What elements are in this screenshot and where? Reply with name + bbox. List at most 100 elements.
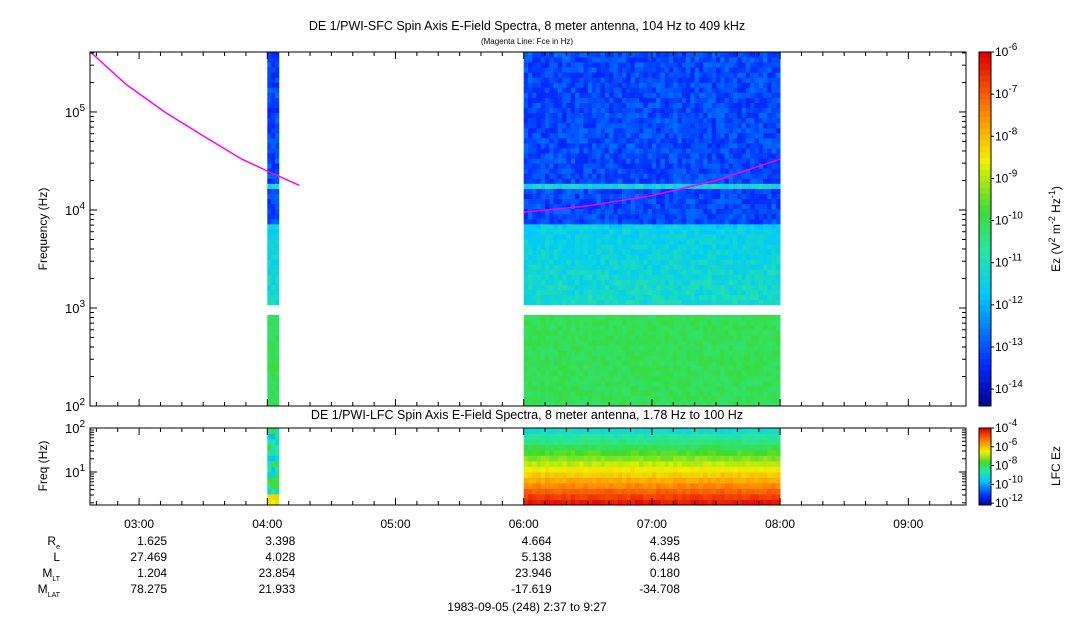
lfc-spectrum-cell xyxy=(583,483,589,489)
sfc-spectrum-cell xyxy=(271,249,276,255)
lfc-spectrum-cell xyxy=(267,477,272,484)
sfc-spectrum-cell xyxy=(532,400,537,407)
lfc-spectrum-cell xyxy=(540,433,546,440)
sfc-spectrum-cell xyxy=(750,360,755,366)
sfc-spectrum-cell xyxy=(271,375,276,382)
lfc-spectrum-cell xyxy=(549,488,555,495)
sfc-spectrum-cell xyxy=(694,229,700,235)
sfc-spectrum-cell xyxy=(630,350,636,356)
sfc-spectrum-cell xyxy=(532,325,537,331)
sfc-spectrum-cell xyxy=(536,163,542,169)
sfc-spectrum-cell xyxy=(677,223,683,230)
sfc-spectrum-cell xyxy=(579,264,584,270)
lfc-spectrum-cell xyxy=(545,439,550,445)
sfc-spectrum-cell xyxy=(737,173,743,179)
sfc-spectrum-cell xyxy=(617,72,623,78)
sfc-spectrum-cell xyxy=(523,107,529,114)
sfc-spectrum-cell xyxy=(728,57,734,63)
sfc-spectrum-cell xyxy=(681,127,687,134)
sfc-spectrum-cell xyxy=(540,249,546,255)
sfc-spectrum-cell xyxy=(681,168,687,174)
lfc-spectrum-cell xyxy=(673,455,678,462)
sfc-spectrum-cell xyxy=(621,269,627,275)
sfc-spectrum-cell xyxy=(775,375,781,382)
sfc-spectrum-cell xyxy=(540,62,546,68)
sfc-spectrum-cell xyxy=(587,244,593,250)
sfc-spectrum-cell xyxy=(609,132,614,139)
sfc-spectrum-cell xyxy=(271,244,276,250)
sfc-spectrum-cell xyxy=(763,279,768,286)
sfc-spectrum-cell xyxy=(681,87,687,93)
sfc-spectrum-cell xyxy=(741,365,747,371)
sfc-spectrum-cell xyxy=(532,239,537,245)
lfc-spectrum-cell xyxy=(703,499,708,506)
sfc-spectrum-cell xyxy=(728,335,734,341)
sfc-spectrum-cell xyxy=(703,218,708,225)
sfc-spectrum-cell xyxy=(626,320,631,326)
lfc-spectrum-cell xyxy=(613,433,619,440)
sfc-spectrum-cell xyxy=(775,173,781,179)
sfc-spectrum-cell xyxy=(557,112,563,119)
sfc-spectrum-cell xyxy=(698,112,704,119)
sfc-spectrum-cell xyxy=(540,143,546,149)
sfc-spectrum-cell xyxy=(745,112,751,119)
sfc-spectrum-cell xyxy=(536,274,542,280)
sfc-spectrum-cell xyxy=(579,299,584,306)
sfc-spectrum-cell xyxy=(733,203,738,210)
sfc-spectrum-cell xyxy=(677,249,683,255)
sfc-spectrum-cell xyxy=(728,375,734,382)
sfc-spectrum-cell xyxy=(562,143,567,149)
sfc-spectrum-cell xyxy=(579,173,584,179)
sfc-spectrum-cell xyxy=(763,218,768,225)
sfc-spectrum-cell xyxy=(724,193,730,200)
sfc-spectrum-cell xyxy=(677,264,683,270)
sfc-spectrum-cell xyxy=(775,289,781,296)
sfc-spectrum-cell xyxy=(694,320,700,326)
lfc-spectrum-cell xyxy=(643,483,649,489)
lfc-spectrum-cell xyxy=(536,461,542,467)
sfc-spectrum-cell xyxy=(698,137,704,144)
sfc-spectrum-cell xyxy=(532,320,537,326)
sfc-spectrum-cell xyxy=(579,148,584,154)
sfc-spectrum-cell xyxy=(664,355,670,361)
sfc-spectrum-cell xyxy=(592,127,597,134)
sfc-spectrum-cell xyxy=(587,137,593,144)
sfc-spectrum-cell xyxy=(523,183,529,189)
sfc-spectrum-cell xyxy=(540,259,546,265)
lfc-spectrum-cell xyxy=(664,488,670,495)
sfc-spectrum-cell xyxy=(634,370,640,377)
sfc-spectrum-cell xyxy=(609,122,614,129)
lfc-spectrum-cell xyxy=(592,439,597,445)
sfc-spectrum-cell xyxy=(728,203,734,210)
sfc-spectrum-cell xyxy=(767,158,772,164)
lfc-spectrum-cell xyxy=(557,494,563,500)
sfc-spectrum-cell xyxy=(267,102,272,109)
lfc-spectrum-cell xyxy=(574,455,580,462)
sfc-spectrum-cell xyxy=(592,395,597,402)
sfc-spectrum-cell xyxy=(540,355,546,361)
sfc-spectrum-cell xyxy=(549,385,555,392)
sfc-spectrum-cell xyxy=(669,289,674,296)
lfc-spectrum-cell xyxy=(545,494,550,500)
lfc-spectrum-cell xyxy=(639,444,644,451)
sfc-spectrum-cell xyxy=(549,239,555,245)
sfc-spectrum-cell xyxy=(540,289,546,296)
lfc-spectrum-cell xyxy=(549,494,555,500)
sfc-spectrum-cell xyxy=(570,158,576,164)
sfc-spectrum-cell xyxy=(527,234,533,240)
sfc-spectrum-cell xyxy=(604,77,610,83)
sfc-spectrum-cell xyxy=(673,234,678,240)
sfc-spectrum-cell xyxy=(681,299,687,306)
sfc-spectrum-cell xyxy=(771,127,777,134)
sfc-spectrum-cell xyxy=(540,122,546,129)
sfc-spectrum-cell xyxy=(771,365,777,371)
sfc-spectrum-cell xyxy=(587,269,593,275)
sfc-spectrum-cell xyxy=(587,325,593,331)
sfc-spectrum-cell xyxy=(540,183,546,189)
sfc-spectrum-cell xyxy=(737,314,743,321)
sfc-spectrum-cell xyxy=(750,218,755,225)
sfc-spectrum-cell xyxy=(271,218,276,225)
lfc-spectrum-cell xyxy=(634,494,640,500)
sfc-spectrum-cell xyxy=(673,52,678,58)
sfc-spectrum-cell xyxy=(681,395,687,402)
